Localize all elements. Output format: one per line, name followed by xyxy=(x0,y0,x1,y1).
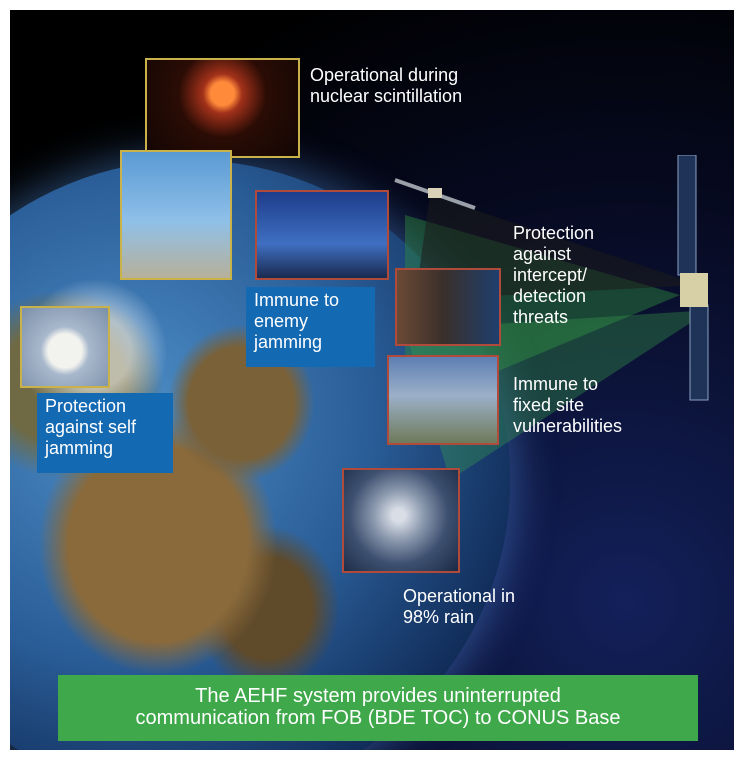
box-enemy-jamming: Immune to enemy jamming xyxy=(246,287,375,367)
operator-photo xyxy=(395,268,501,346)
satellite-dish-photo xyxy=(120,150,232,280)
caption-nuclear: Operational during nuclear scintillation xyxy=(310,65,463,106)
antenna-array-photo xyxy=(255,190,389,280)
satellite-icon xyxy=(677,155,709,401)
hurricane-photo xyxy=(342,468,460,573)
nuclear-explosion-photo xyxy=(145,58,300,158)
radome-photo xyxy=(20,306,110,388)
humvee-photo xyxy=(387,355,499,445)
summary-banner: The AEHF system provides uninterrupted c… xyxy=(58,675,698,741)
caption-intercept: Protection against intercept/ detection … xyxy=(513,223,595,327)
aehf-graphic: Operational during nuclear scintillation… xyxy=(10,10,734,750)
caption-rain: Operational in 98% rain xyxy=(403,586,516,627)
caption-fixed-site: Immune to fixed site vulnerabilities xyxy=(513,374,623,436)
satellite-small-icon xyxy=(394,178,476,210)
box-self-jamming: Protection against self jamming xyxy=(37,393,173,473)
